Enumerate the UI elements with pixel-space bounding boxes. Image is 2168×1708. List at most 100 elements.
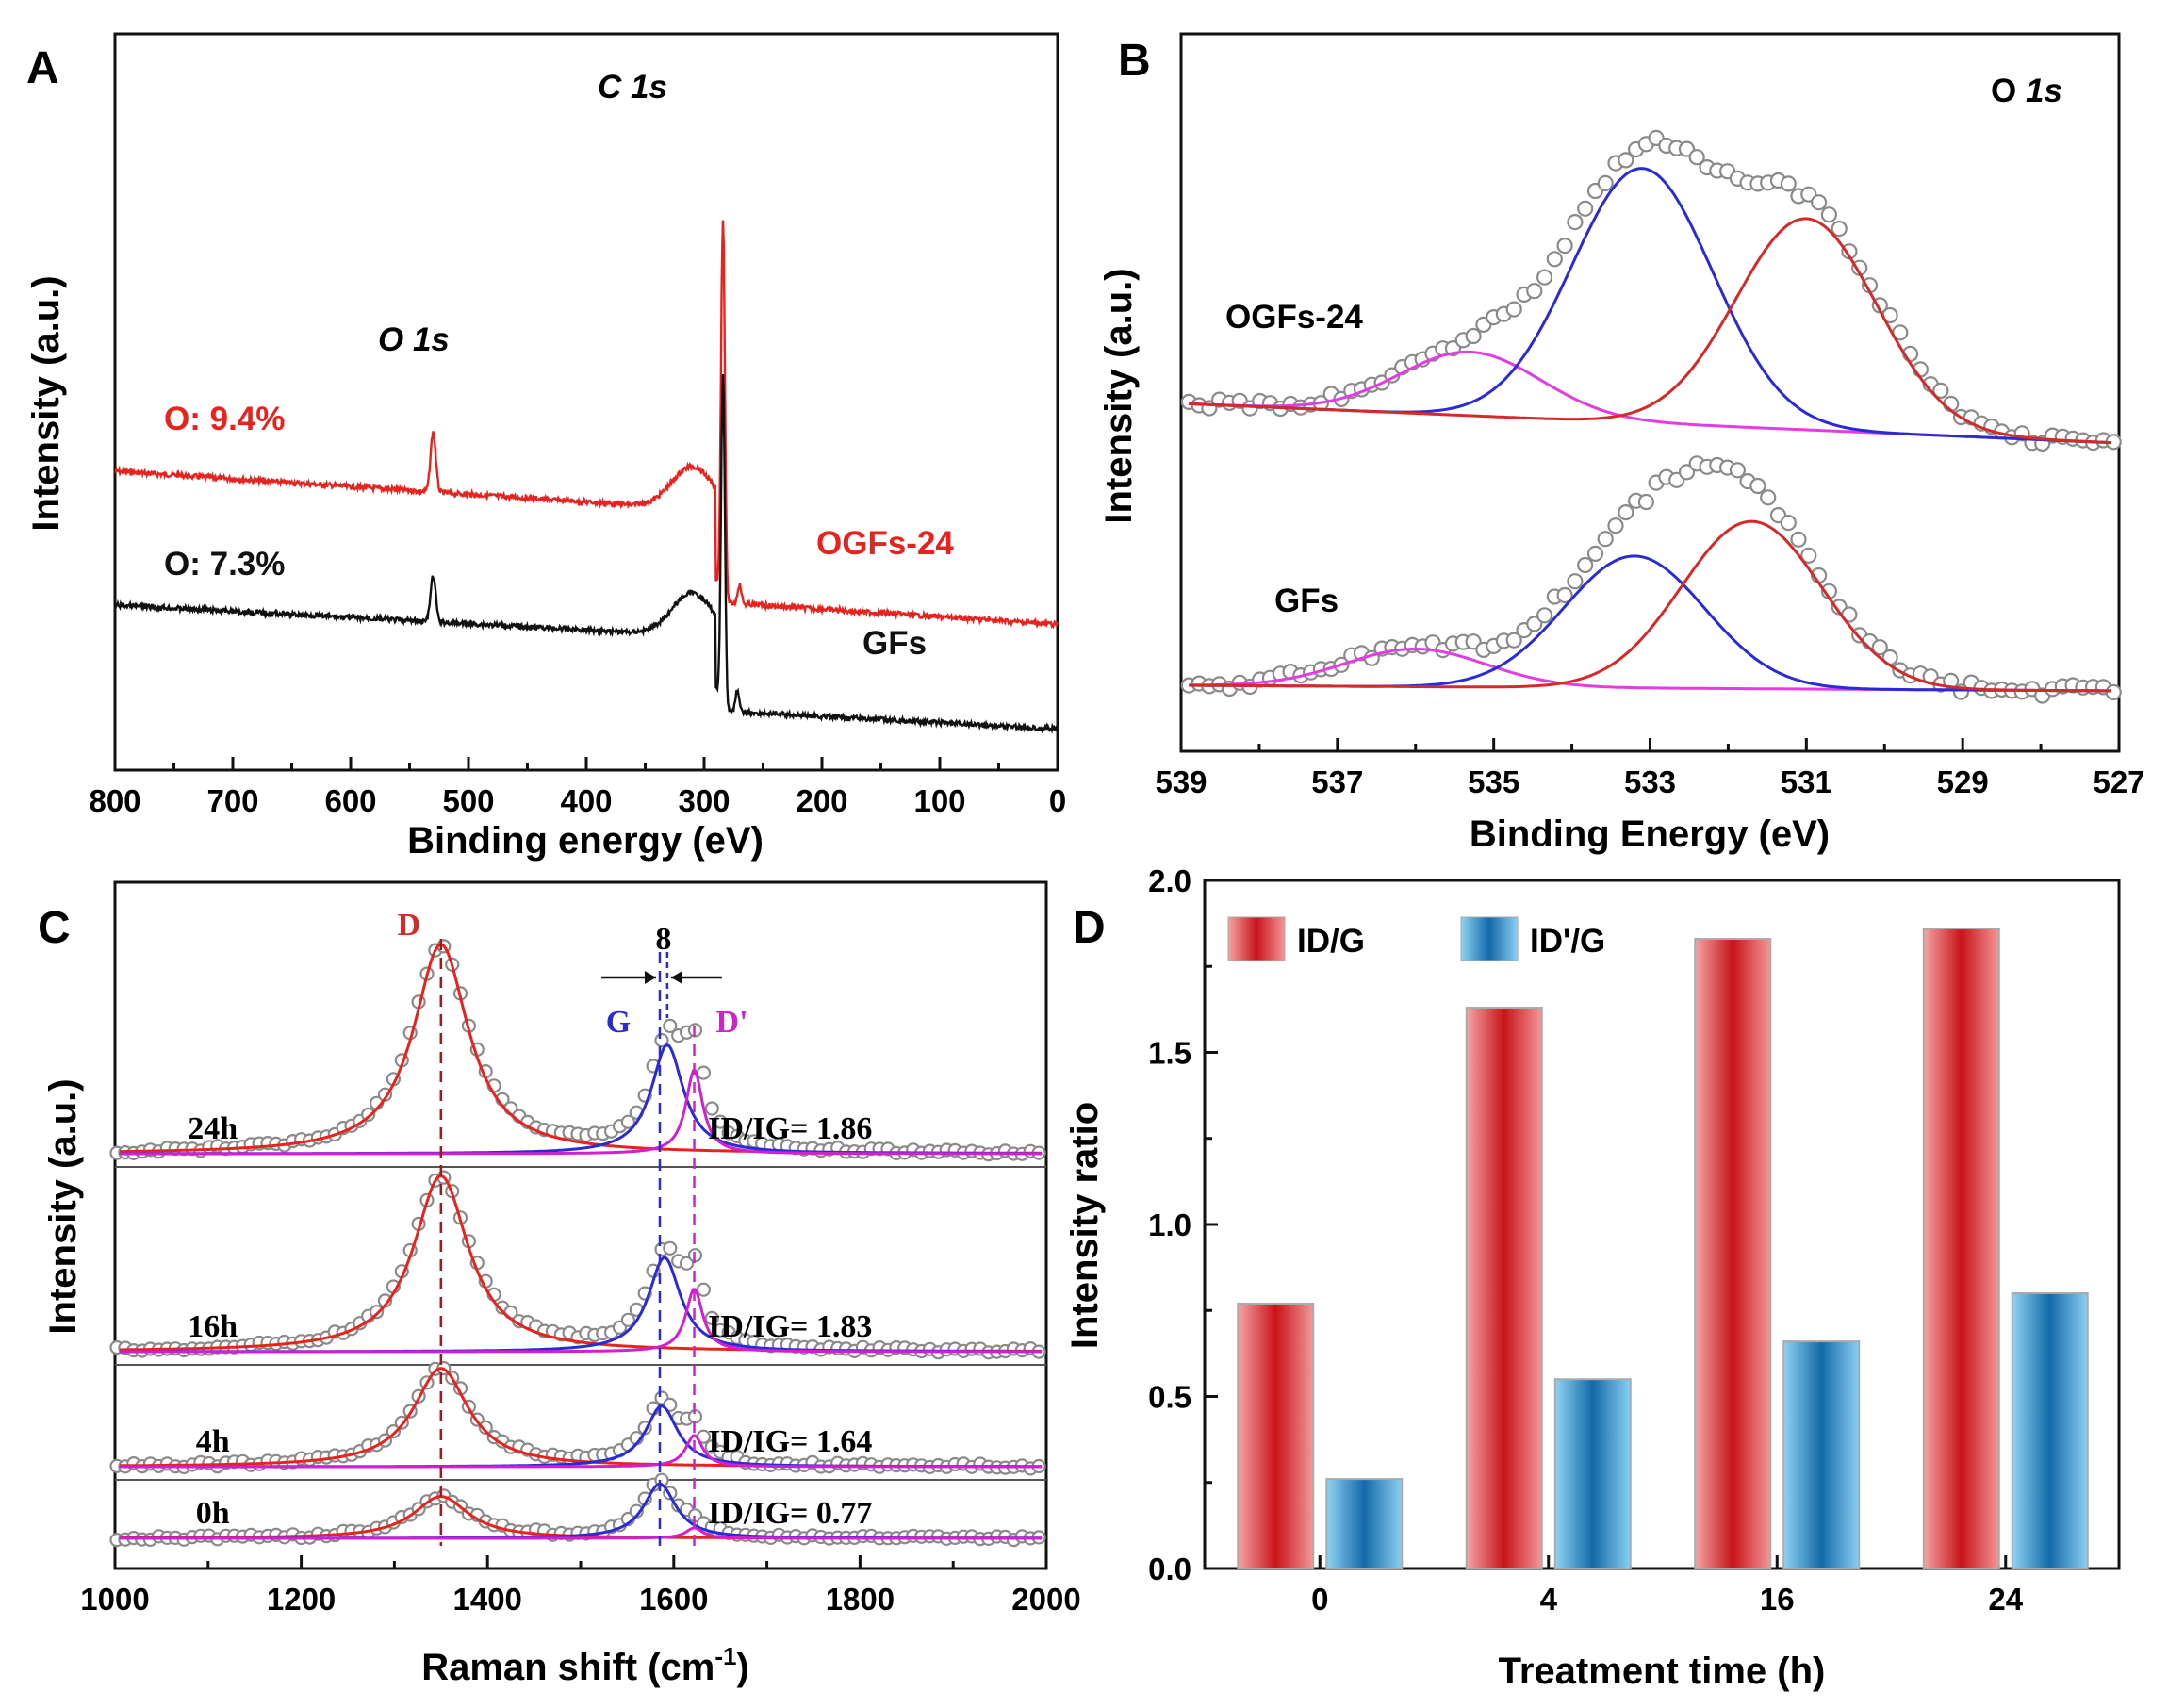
gfs-series-label: GFs: [862, 625, 927, 662]
panel-b-data-point: [1729, 462, 1747, 479]
panel-c-time-label: 0h: [196, 1496, 230, 1531]
panel-b-data-point: [1618, 152, 1634, 169]
panel-b-data-point: [1526, 283, 1543, 300]
panel-b-data-point: [1871, 639, 1888, 656]
panel-c-fit-16h: [119, 1174, 1043, 1353]
panel-b-data-point: [1536, 269, 1553, 286]
panel-d-x-tick-label: 16: [1760, 1582, 1795, 1617]
panel-c-band-label: D': [716, 1005, 748, 1040]
panel-b-data-point: [1932, 382, 1949, 399]
panel-c-ratio-label: ID/IG= 0.77: [708, 1496, 872, 1531]
panel-b-fit-ogfs-24: [1189, 217, 2111, 445]
panel-b-gfs-label: GFs: [1274, 583, 1339, 619]
panel-a-x-tick-label: 300: [678, 783, 730, 818]
panel-b-data-point: [1597, 174, 1614, 191]
panel-d-y-axis-label: Intensity ratio: [1064, 1102, 1106, 1349]
panel-b-data-point: [1810, 194, 1828, 211]
panel-a-x-tick-label: 200: [796, 783, 847, 818]
panel-c-fit-4h: [119, 1434, 1043, 1469]
panel-c-label: C: [38, 903, 71, 953]
panel-a-x-tick-label: 800: [89, 783, 140, 818]
panel-d-x-ticks: 0 4 16 24: [1311, 1555, 2024, 1617]
panel-b-data-point: [1536, 607, 1553, 624]
panel-b-data-point: [1760, 489, 1777, 506]
c1s-peak-label: C 1s: [598, 69, 667, 106]
panel-c-x-tick-label: 1600: [639, 1582, 708, 1617]
panel-b-x-tick-label: 539: [1155, 764, 1207, 799]
panel-d-y-ticks: 0.0 0.5 1.0 1.5 2.0: [1148, 863, 1218, 1586]
legend-idp-g-swatch: [1460, 916, 1519, 961]
panel-b-y-axis-label: Intensity (a.u.): [1098, 268, 1140, 523]
panel-c-time-label: 24h: [188, 1111, 238, 1146]
panel-c-fit-24h: [119, 943, 1043, 1155]
panel-d-x-tick-label: 24: [1988, 1582, 2023, 1617]
panel-c-x-tick-label: 2000: [1011, 1582, 1080, 1617]
panel-b-data-point: [1618, 503, 1634, 521]
panel-a-x-axis-label: Binding energy (eV): [407, 820, 764, 862]
panel-c-time-label: 4h: [196, 1424, 230, 1459]
panel-c-data-point: [361, 1107, 376, 1123]
panel-d-bar-idp-g: [2011, 1292, 2089, 1569]
panel-b-data-point: [1567, 573, 1584, 590]
panel-b-data-point: [1556, 238, 1573, 255]
panel-c-data-point: [696, 1282, 712, 1297]
panel-c-band-label: D: [398, 908, 421, 943]
panel-c-labels: 24h ID/IG= 1.86 16h ID/IG= 1.83 4h ID/IG= 1.6…: [188, 908, 872, 1546]
panel-b-data-point: [1505, 632, 1522, 649]
panel-d-bars: [1237, 928, 2089, 1570]
panel-c-data-point: [370, 1305, 385, 1320]
panel-c-time-label: 16h: [188, 1309, 238, 1344]
panel-c-x-tick-label: 1200: [267, 1582, 336, 1617]
panel-a-series-gfs: [113, 374, 1059, 734]
panel-b-data-point: [1597, 531, 1614, 548]
panel-b-data-point: [1465, 327, 1482, 345]
panel-b-x-tick-label: 527: [2093, 764, 2144, 799]
panel-c-data-point: [620, 1114, 636, 1129]
panel-b-x-tick-label: 533: [1624, 764, 1676, 799]
panel-d-x-axis-label: Treatment time (h): [1499, 1651, 1826, 1692]
panel-b-data-point: [1556, 586, 1573, 604]
panel-c-ratio-label: ID/IG= 1.86: [708, 1111, 872, 1146]
panel-b-data-point: [1678, 464, 1696, 481]
panel-b-label: B: [1118, 36, 1151, 86]
panel-d-y-tick-label: 2.0: [1148, 863, 1191, 898]
panel-d-y-tick-label: 0.0: [1148, 1552, 1191, 1586]
panel-d-y-tick-label: 1.0: [1148, 1207, 1191, 1242]
panel-a-x-tick-label: 100: [913, 783, 965, 818]
panel-c-x-axis-label: Raman shift (cm-1): [421, 1642, 749, 1688]
panel-a-x-tick-label: 0: [1049, 783, 1066, 818]
panel-c: C 1000 1200 1400 1600 1800 2000 24h ID/IG= 1.8…: [38, 880, 1081, 1688]
panel-b-fit-gfs: [1189, 519, 2111, 693]
panel-c-shift-arrowhead-left: [644, 971, 656, 984]
panel-c-ratio-label: ID/IG= 1.83: [708, 1309, 872, 1344]
panel-d-label: D: [1073, 903, 1106, 953]
panel-d-y-tick-label: 1.5: [1148, 1036, 1191, 1071]
panel-b-data-point: [1567, 214, 1584, 231]
panel-b-data-point: [1749, 477, 1766, 495]
panel-a-x-ticks: 800 700 600 500 400 300 200 100 0: [89, 757, 1066, 818]
panel-d: D 0.0 0.5 1.0 1.5 2.0 0 4 16 24 ID/G ID'/G Trea…: [1064, 863, 2121, 1692]
panel-c-spectra: [109, 939, 1046, 1548]
panel-b-x-ticks: 539 537 535 533 531 529 527: [1155, 738, 2145, 799]
panel-d-x-tick-label: 4: [1540, 1582, 1558, 1617]
panel-b-title: O 1s: [1991, 73, 2062, 109]
ogfs24-series-label: OGFs-24: [816, 525, 954, 562]
panel-a: A 800 700 600 500 400 300 200 100 0 O: 9.4% O: 7…: [25, 32, 1066, 862]
panel-b-data-point: [1820, 206, 1838, 223]
panel-b-data-point: [1790, 531, 1807, 548]
panel-c-x-ticks: 1000 1200 1400 1600 1800 2000: [80, 1555, 1081, 1617]
panel-d-bar-id-g: [1237, 1302, 1315, 1569]
panel-c-data-point: [679, 1256, 695, 1271]
panel-c-y-axis-label: Intensity (a.u.): [42, 1078, 84, 1334]
panel-b-x-tick-label: 537: [1311, 764, 1363, 799]
panel-c-data-point: [704, 1310, 719, 1326]
panel-a-series-ogfs-24: [114, 220, 1059, 630]
panel-a-x-tick-label: 500: [442, 783, 494, 818]
panel-c-ratio-label: ID/IG= 1.64: [708, 1424, 872, 1459]
ogfs24-oxygen-content: O: 9.4%: [164, 401, 285, 437]
panel-b-x-tick-label: 529: [1937, 764, 1989, 799]
panel-c-band-label: G: [606, 1005, 631, 1040]
panel-c-data-point: [713, 1114, 728, 1129]
panel-d-bar-id-g: [1694, 938, 1772, 1569]
panel-b-x-tick-label: 535: [1468, 764, 1519, 799]
